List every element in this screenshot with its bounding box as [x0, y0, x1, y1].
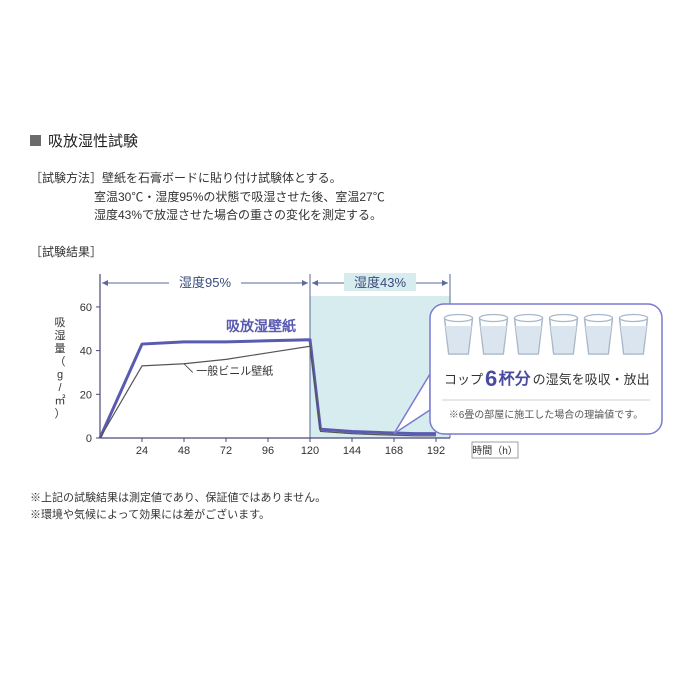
- svg-text:量: 量: [55, 342, 66, 355]
- chart-container: 湿度95% 湿度43% 0 20 40 60 24 48 72 96 120 144 168 192 吸湿量…: [30, 266, 670, 476]
- svg-text:コップ: コップ: [444, 372, 483, 387]
- svg-text:（: （: [55, 355, 66, 368]
- footnote-2: ※環境や気候によって効果には差がございます。: [30, 507, 670, 525]
- svg-text:）: ）: [55, 407, 66, 420]
- result-label: ［試験結果］: [30, 243, 670, 260]
- svg-text:湿度43%: 湿度43%: [354, 275, 406, 290]
- svg-text:湿: 湿: [55, 329, 66, 342]
- svg-text:吸: 吸: [55, 317, 66, 329]
- svg-text:吸放湿壁紙: 吸放湿壁紙: [226, 318, 296, 334]
- svg-text:※6畳の部屋に施工した場合の理論値です。: ※6畳の部屋に施工した場合の理論値です。: [449, 408, 644, 421]
- method-line3: 湿度43%で放湿させた場合の重さの変化を測定する。: [30, 206, 670, 225]
- svg-text:24: 24: [136, 445, 148, 457]
- footnotes: ※上記の試験結果は測定値であり、保証値ではありません。 ※環境や気候によって効果…: [30, 490, 670, 525]
- chart-svg: 湿度95% 湿度43% 0 20 40 60 24 48 72 96 120 144 168 192 吸湿量…: [30, 266, 670, 476]
- svg-text:120: 120: [301, 445, 319, 457]
- method-label: ［試験方法］: [30, 171, 102, 185]
- svg-text:192: 192: [427, 445, 445, 457]
- svg-text:144: 144: [343, 445, 361, 457]
- svg-text:72: 72: [220, 445, 232, 457]
- svg-text:60: 60: [80, 302, 92, 314]
- svg-text:96: 96: [262, 445, 274, 457]
- svg-text:6: 6: [485, 366, 497, 391]
- svg-text:/: /: [58, 382, 62, 394]
- svg-text:48: 48: [178, 445, 190, 457]
- page-title: 吸放湿性試験: [48, 130, 138, 151]
- title-marker: [30, 135, 41, 146]
- svg-text:一般ビニル壁紙: 一般ビニル壁紙: [196, 363, 273, 377]
- svg-text:g: g: [57, 369, 63, 381]
- svg-text:㎡: ㎡: [55, 394, 66, 407]
- svg-text:20: 20: [80, 389, 92, 401]
- svg-text:湿度95%: 湿度95%: [179, 275, 231, 290]
- svg-text:40: 40: [80, 345, 92, 357]
- section-title-row: 吸放湿性試験: [30, 130, 670, 151]
- method-block: ［試験方法］壁紙を石膏ボードに貼り付け試験体とする。 室温30℃・湿度95%の状…: [30, 169, 670, 225]
- method-line1: 壁紙を石膏ボードに貼り付け試験体とする。: [102, 171, 342, 185]
- svg-text:杯分: 杯分: [499, 369, 531, 388]
- svg-text:168: 168: [385, 445, 403, 457]
- svg-text:0: 0: [86, 433, 92, 445]
- method-line2: 室温30℃・湿度95%の状態で吸湿させた後、室温27℃: [30, 188, 670, 207]
- svg-text:時間（h）: 時間（h）: [472, 445, 518, 457]
- footnote-1: ※上記の試験結果は測定値であり、保証値ではありません。: [30, 490, 670, 508]
- svg-text:の湿気を吸収・放出: の湿気を吸収・放出: [533, 372, 650, 387]
